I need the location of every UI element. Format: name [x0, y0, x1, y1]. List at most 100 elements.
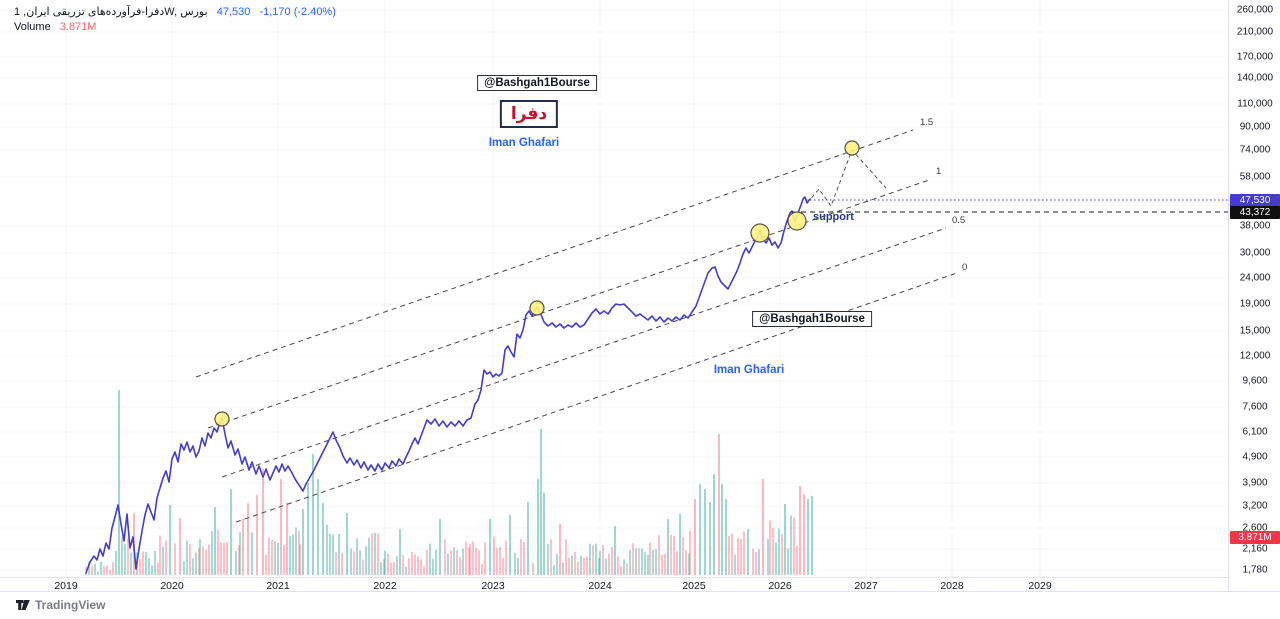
marker-circle[interactable] — [844, 140, 860, 156]
volume-bar — [520, 538, 522, 575]
volume-bar — [758, 549, 760, 575]
price-axis-tick: 24,000 — [1239, 272, 1271, 284]
time-axis-tick: 2029 — [1028, 580, 1052, 592]
volume-bar — [399, 529, 401, 575]
time-axis-tick: 2028 — [940, 580, 964, 592]
price-axis-tick: 140,000 — [1236, 72, 1274, 84]
volume-bar — [481, 563, 483, 575]
volume-bar — [462, 548, 464, 575]
volume-bar — [778, 528, 780, 575]
volume-bar — [796, 545, 798, 575]
volume-bar — [685, 550, 687, 575]
volume-bar — [641, 548, 643, 575]
volume-bar — [251, 532, 253, 575]
time-axis[interactable]: 2019 2020 2021 2022 2023 2024 2025 2026 2027 2028… — [0, 577, 1228, 592]
volume-bar — [380, 562, 382, 575]
volume-bar — [88, 561, 90, 575]
volume-bar — [468, 547, 470, 575]
volume-bar — [199, 539, 201, 575]
volume-bar — [775, 542, 777, 575]
watermark-handle-top[interactable]: @Bashgah1Bourse — [477, 75, 597, 91]
volume-bar — [644, 551, 646, 575]
channel-line-1.5[interactable] — [195, 129, 914, 378]
volume-bar — [346, 513, 348, 575]
volume-bar — [450, 550, 452, 575]
time-axis-tick: 2024 — [588, 580, 612, 592]
price-axis-tick: 74,000 — [1239, 144, 1271, 156]
volume-bar — [280, 479, 282, 575]
tradingview-logo[interactable]: TradingView — [16, 598, 105, 612]
volume-bar — [592, 544, 594, 575]
channel-line-1[interactable] — [207, 179, 930, 429]
volume-bar — [793, 517, 795, 575]
volume-bar — [179, 518, 181, 575]
volume-bar — [769, 520, 771, 575]
channel-line-0.5[interactable] — [221, 227, 947, 478]
volume-bar — [553, 564, 555, 575]
channel-line-0[interactable] — [235, 272, 958, 523]
price-axis-tick: 6,100 — [1242, 426, 1268, 438]
volume-bar — [718, 434, 720, 575]
marker-circle[interactable] — [214, 411, 230, 427]
marker-circle[interactable] — [750, 223, 770, 243]
volume-bar — [277, 542, 279, 575]
channel-level-label: 0 — [962, 262, 967, 273]
volume-bar — [611, 547, 613, 575]
volume-bar — [679, 514, 681, 575]
tradingview-logo-icon — [16, 599, 30, 610]
volume-bar — [393, 562, 395, 575]
volume-bar — [205, 549, 207, 575]
volume-bar — [408, 558, 410, 575]
price-axis-tick: 12,000 — [1239, 350, 1271, 362]
channel-level-label: 1.5 — [920, 117, 933, 128]
volume-bar — [112, 562, 114, 575]
volume-bar — [655, 549, 657, 575]
volume-bar — [335, 552, 337, 575]
volume-bar — [725, 499, 727, 575]
price-axis-tick: 19,000 — [1239, 298, 1271, 310]
marker-circle[interactable] — [529, 300, 545, 316]
volume-bar — [465, 541, 467, 575]
volume-bar — [599, 550, 601, 575]
price-axis-tick: 9,600 — [1242, 375, 1268, 387]
volume-bar — [118, 390, 120, 575]
volume-bar — [459, 557, 461, 575]
volume-bar — [405, 566, 407, 575]
volume-value: 3.871M — [59, 21, 97, 33]
marker-circle[interactable] — [787, 211, 807, 231]
volume-bar — [550, 539, 552, 575]
price-axis[interactable]: 47,530 43,372 3.871M 260,000 210,000 170,0… — [1228, 0, 1280, 591]
volume-bar — [91, 566, 93, 575]
price-axis-tick: 38,000 — [1239, 220, 1271, 232]
volume-bar — [682, 536, 684, 575]
chart-canvas[interactable]: 0 0.5 1 1.5 — [0, 0, 1228, 577]
volume-bar — [130, 552, 132, 575]
volume-bar — [384, 550, 386, 575]
volume-bar — [350, 548, 352, 575]
volume-bar — [658, 535, 660, 575]
volume-bar — [493, 536, 495, 575]
volume-bar — [803, 494, 805, 575]
watermark-author-top[interactable]: Iman Ghafari — [488, 137, 560, 149]
price-pane[interactable]: 0 0.5 1 1.5 دفرا-فرآورده‌های تزریقی ایران, … — [0, 0, 1228, 577]
volume-bar — [676, 551, 678, 575]
price-axis-tick: 58,000 — [1239, 171, 1271, 183]
support-label[interactable]: support — [813, 211, 854, 223]
volume-bar — [731, 533, 733, 575]
volume-bar — [439, 519, 441, 575]
watermark-author-mid[interactable]: Iman Ghafari — [713, 364, 785, 376]
volume-label[interactable]: Volume — [14, 21, 51, 33]
volume-bar — [709, 502, 711, 575]
price-axis-tick: 1,780 — [1242, 564, 1268, 576]
volume-bar — [211, 531, 213, 575]
symbol-legend[interactable]: دفرا-فرآورده‌های تزریقی ایران, 1W, بورس … — [14, 5, 336, 35]
watermark-handle-mid[interactable]: @Bashgah1Bourse — [752, 311, 872, 327]
volume-bar — [547, 543, 549, 575]
symbol-title[interactable]: دفرا-فرآورده‌های تزریقی ایران, 1W, بورس — [14, 6, 208, 18]
watermark-symbol-box[interactable]: دفرا — [499, 100, 559, 128]
volume-bar — [198, 547, 200, 575]
projection-path[interactable] — [806, 149, 887, 208]
volume-bar — [238, 545, 240, 575]
volume-bar — [189, 543, 191, 575]
volume-bar — [532, 563, 534, 575]
